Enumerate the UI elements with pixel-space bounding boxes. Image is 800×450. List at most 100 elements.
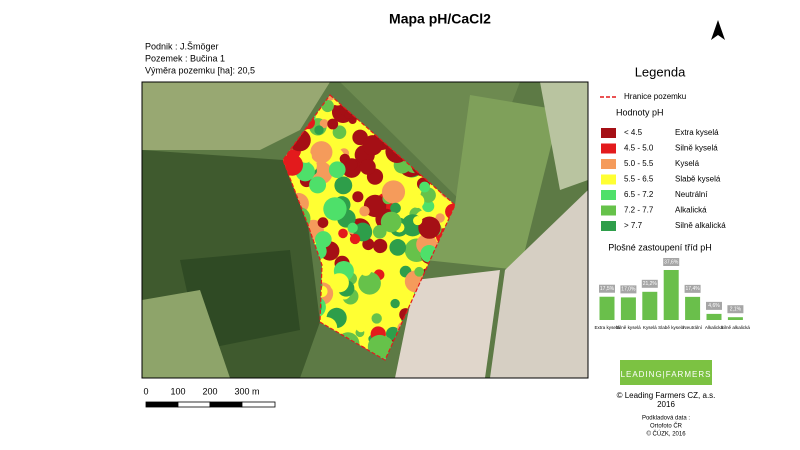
map-frame: [141, 81, 589, 379]
credit: 2016: [657, 400, 675, 409]
zone: [413, 215, 423, 226]
legend-name: Neutrální: [675, 190, 708, 199]
value-label: 2,1%: [730, 307, 742, 313]
zone: [360, 264, 372, 276]
credit: Podkladová data :: [642, 416, 690, 422]
category-label: Alkalická: [705, 325, 724, 330]
zone: [299, 150, 312, 163]
bar: [599, 296, 615, 320]
zone: [414, 266, 425, 277]
zone: [356, 322, 366, 333]
value-label-box: [706, 301, 722, 310]
boundary-label: Hranice pozemku: [624, 92, 686, 101]
value-label: 21,2%: [643, 281, 658, 287]
zone: [314, 231, 332, 248]
zone: [345, 158, 358, 171]
bar: [642, 291, 658, 320]
zone: [381, 180, 406, 204]
legend-name: Silně kyselá: [675, 144, 718, 153]
zone: [418, 216, 441, 239]
zone: [362, 238, 375, 251]
zone: [310, 141, 333, 164]
value-label: 17,5%: [600, 286, 615, 292]
legend-name: Slabě kyselá: [675, 175, 721, 184]
category-label: Neutrální: [683, 325, 702, 330]
zone: [362, 135, 383, 156]
bar: [727, 317, 743, 320]
legend-swatch: [601, 159, 616, 169]
value-label-box: [641, 279, 658, 288]
zone: [338, 228, 348, 239]
category-label: Extra kyselá: [594, 325, 619, 330]
credit: © ČÚZK, 2016: [646, 431, 686, 438]
bar-chart: 17,5% Extra kyselá 17,0% Silně kyselá 21,2% K…: [594, 257, 751, 330]
zone: [373, 238, 388, 254]
legend-range: 7.2 - 7.7: [624, 206, 654, 215]
value-label: 17,0%: [621, 287, 636, 293]
category-label: Kyselá: [643, 325, 657, 330]
zone: [390, 298, 400, 309]
zone: [309, 176, 327, 194]
bar: [706, 313, 722, 320]
legend-range: < 4.5: [624, 128, 643, 137]
value-label: 4,6%: [708, 303, 720, 309]
scale-label: 100: [170, 386, 185, 396]
value-label-box: [727, 305, 744, 314]
zone: [389, 239, 407, 256]
zone: [371, 313, 382, 324]
zone: [332, 125, 347, 140]
zone: [352, 191, 364, 203]
info-line: Výměra pozemku [ha]: 20,5: [145, 65, 255, 75]
legend-range: 4.5 - 5.0: [624, 144, 654, 153]
legend-subtitle: Hodnoty pH: [616, 107, 664, 117]
scale-label: 300 m: [234, 386, 259, 396]
zone: [319, 119, 329, 129]
legend-swatch: [601, 190, 616, 200]
value-label-box: [620, 285, 637, 294]
field-boundary: [282, 94, 456, 361]
legend-name: Silně alkalická: [675, 221, 726, 230]
zone: [380, 211, 402, 233]
category-label: Silně kyselá: [616, 325, 641, 330]
zone: [347, 222, 358, 234]
bar: [685, 296, 701, 320]
zone: [349, 233, 361, 245]
zone: [358, 271, 381, 295]
legend-range: 5.5 - 6.5: [624, 175, 654, 184]
legend-name: Extra kyselá: [675, 128, 719, 137]
credit: © Leading Farmers CZ, a.s.: [617, 391, 716, 400]
category-label: Silně alkalická: [721, 325, 751, 330]
zone: [435, 213, 445, 223]
zone: [422, 200, 435, 213]
map-title: Mapa pH/CaCl2: [389, 11, 491, 27]
zone: [323, 197, 347, 221]
legend-name: Alkalická: [675, 206, 707, 215]
legend-swatch: [601, 128, 616, 138]
legend-swatch: [601, 205, 616, 216]
legend-title: Legenda: [635, 64, 686, 79]
legend-swatch: [601, 143, 616, 154]
info-line: Podnik : J.Šmöger: [145, 41, 219, 51]
bar: [620, 297, 636, 320]
value-label-box: [684, 284, 701, 293]
credit: Ortofoto ČR: [650, 423, 683, 430]
scale-label: 200: [202, 386, 217, 396]
zone: [314, 125, 324, 135]
chart-title: Plošné zastoupení tříd pH: [608, 242, 712, 252]
legend-swatch: [601, 221, 616, 231]
zone: [334, 176, 353, 195]
zone: [317, 217, 329, 228]
zone: [419, 181, 430, 193]
zone: [410, 194, 425, 208]
zone: [359, 158, 376, 175]
scale-label: 0: [143, 386, 148, 396]
value-label: 37,6%: [664, 259, 679, 265]
legend-swatch: [601, 174, 616, 185]
north-arrow: [711, 20, 725, 40]
zone: [329, 273, 349, 293]
aerial-map: [142, 82, 588, 378]
legend-range: 6.5 - 7.2: [624, 190, 654, 199]
zone: [359, 206, 370, 217]
